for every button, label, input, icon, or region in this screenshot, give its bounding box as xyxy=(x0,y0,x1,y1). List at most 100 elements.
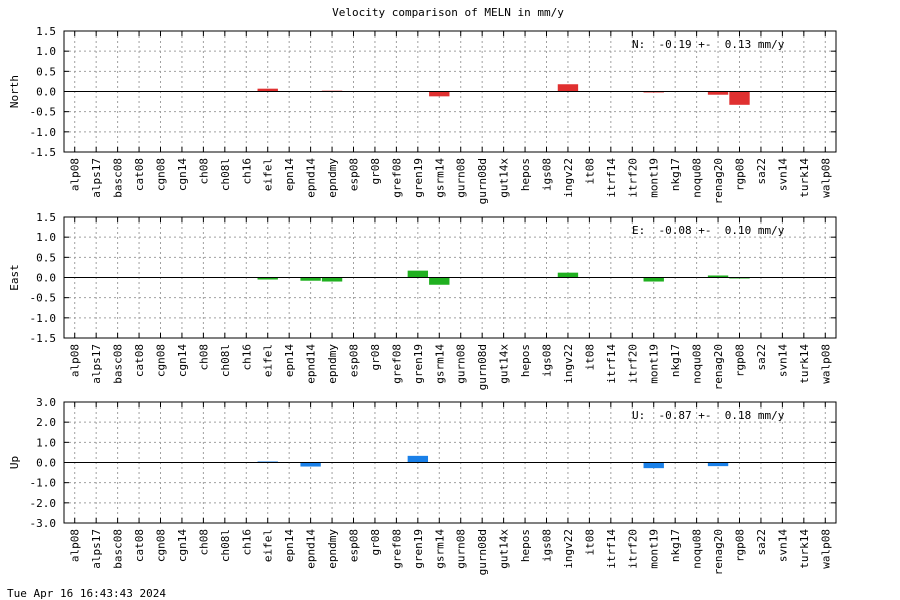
category-label: gurn08 xyxy=(455,158,468,198)
category-label: eifel xyxy=(262,529,275,562)
y-tick-label: 1.0 xyxy=(36,436,56,449)
category-label: rgp08 xyxy=(734,158,747,191)
category-label: cgn08 xyxy=(155,529,168,562)
y-tick-label: 1.5 xyxy=(36,25,56,38)
category-label: nkg17 xyxy=(669,158,682,191)
category-label: cgn14 xyxy=(176,529,189,562)
y-tick-label: -1.0 xyxy=(30,126,57,139)
category-label: epnd14 xyxy=(305,344,318,384)
y-tick-label: 1.0 xyxy=(36,231,56,244)
category-label: ch08l xyxy=(219,158,232,191)
y-tick-label: 1.5 xyxy=(36,211,56,224)
y-axis-label: East xyxy=(8,264,21,291)
y-tick-label: 0.5 xyxy=(36,251,56,264)
category-label: it08 xyxy=(583,529,596,556)
category-label: igs08 xyxy=(541,344,554,377)
category-label: noqu08 xyxy=(691,344,704,384)
category-label: gref08 xyxy=(390,158,403,198)
category-label: ingv22 xyxy=(562,344,575,384)
category-label: esp08 xyxy=(348,158,361,191)
category-label: hepos xyxy=(519,344,532,377)
category-label: walp08 xyxy=(819,344,832,384)
category-label: rgp08 xyxy=(734,344,747,377)
panel-east: -1.5 -1.0 -0.5 0.0 0.5 1.0 1.5 alp08 alps17 basc0… xyxy=(8,211,837,390)
category-label: alps17 xyxy=(90,529,103,569)
category-label: eifel xyxy=(262,158,275,191)
category-label: esp08 xyxy=(348,529,361,562)
y-tick-label: 1.0 xyxy=(36,45,56,58)
category-label: alp08 xyxy=(69,344,82,377)
category-label: gurn08 xyxy=(455,529,468,569)
category-label: mont19 xyxy=(648,344,661,384)
category-label: ch16 xyxy=(240,158,253,185)
y-tick-label: 3.0 xyxy=(36,396,56,409)
category-label: rgp08 xyxy=(734,529,747,562)
category-label: mont19 xyxy=(648,158,661,198)
category-label: gr08 xyxy=(369,158,382,185)
category-label: ch08 xyxy=(197,158,210,185)
category-label: cat08 xyxy=(133,344,146,377)
bar-renag20 xyxy=(707,91,729,95)
category-label: ch16 xyxy=(240,344,253,371)
category-label: sa22 xyxy=(755,344,768,371)
plot-frame xyxy=(63,401,837,524)
y-tick-label: 0.0 xyxy=(36,86,56,99)
category-label: alps17 xyxy=(90,158,103,198)
y-tick-label: -1.5 xyxy=(30,146,57,159)
category-label: hepos xyxy=(519,529,532,562)
category-label: epnd14 xyxy=(305,158,318,198)
bar-mont19 xyxy=(643,462,664,469)
category-label: sa22 xyxy=(755,529,768,556)
category-label: renag20 xyxy=(712,529,725,575)
bar-epnd14 xyxy=(300,462,321,467)
bar-renag20 xyxy=(707,275,729,278)
category-label: gurn08d xyxy=(476,158,489,204)
y-axis-label: North xyxy=(8,75,21,108)
category-label: ch08l xyxy=(219,344,232,377)
timestamp: Tue Apr 16 16:43:43 2024 xyxy=(7,587,166,600)
category-label: turk14 xyxy=(798,344,811,384)
category-label: nkg17 xyxy=(669,529,682,562)
category-label: turk14 xyxy=(798,529,811,569)
bar-eifel xyxy=(257,277,278,280)
bar-gren19 xyxy=(407,270,429,278)
category-label: gut14x xyxy=(498,158,511,198)
category-label: svn14 xyxy=(776,529,789,562)
category-label: ingv22 xyxy=(562,529,575,569)
category-label: eifel xyxy=(262,344,275,377)
category-label: noqu08 xyxy=(691,529,704,569)
category-label: basc08 xyxy=(112,344,125,384)
category-label: itrf14 xyxy=(605,344,618,384)
category-label: esp08 xyxy=(348,344,361,377)
category-label: mont19 xyxy=(648,529,661,569)
category-label: epn14 xyxy=(283,344,296,377)
category-label: alp08 xyxy=(69,529,82,562)
category-label: renag20 xyxy=(712,158,725,204)
category-label: gsrm14 xyxy=(433,158,446,198)
y-tick-label: -2.0 xyxy=(30,497,57,510)
category-label: walp08 xyxy=(819,158,832,198)
category-label: epndmy xyxy=(326,529,339,569)
chart-title: Velocity comparison of MELN in mm/y xyxy=(332,6,564,19)
category-label: gr08 xyxy=(369,344,382,371)
category-label: hepos xyxy=(519,158,532,191)
bar-ingv22 xyxy=(557,84,579,92)
bar-ingv22 xyxy=(557,272,579,278)
plot-frame xyxy=(63,30,837,153)
y-tick-label: -1.0 xyxy=(30,477,57,490)
category-label: igs08 xyxy=(541,529,554,562)
category-label: gsrm14 xyxy=(433,529,446,569)
category-label: itrf14 xyxy=(605,158,618,198)
category-label: it08 xyxy=(583,158,596,185)
y-tick-label: 0.0 xyxy=(36,457,56,470)
category-label: alp08 xyxy=(69,158,82,191)
category-label: basc08 xyxy=(112,529,125,569)
category-label: basc08 xyxy=(112,158,125,198)
category-label: epn14 xyxy=(283,158,296,191)
category-label: gref08 xyxy=(390,344,403,384)
category-label: ch08l xyxy=(219,529,232,562)
category-label: gsrm14 xyxy=(433,344,446,384)
category-label: it08 xyxy=(583,344,596,371)
category-label: epn14 xyxy=(283,529,296,562)
bar-epnd14 xyxy=(300,277,321,281)
